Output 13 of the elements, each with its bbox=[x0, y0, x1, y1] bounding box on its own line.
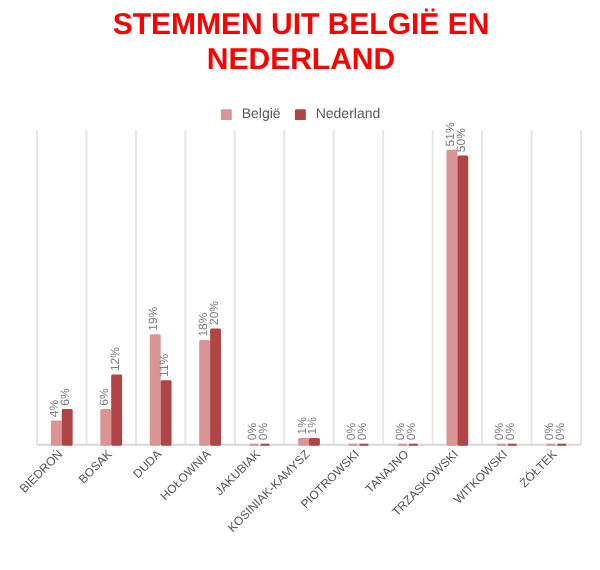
bar bbox=[210, 328, 221, 446]
bar bbox=[298, 437, 310, 446]
bar bbox=[100, 409, 112, 446]
bar bbox=[160, 380, 172, 446]
chart-title: STEMMEN UIT BELGIË EN NEDERLAND bbox=[112, 7, 490, 77]
bar bbox=[149, 334, 161, 446]
bar bbox=[61, 409, 73, 446]
bar bbox=[457, 155, 469, 446]
bar bbox=[309, 437, 320, 446]
bar bbox=[446, 149, 458, 446]
bar bbox=[199, 339, 211, 446]
bar bbox=[50, 420, 62, 446]
bar bbox=[111, 374, 123, 446]
